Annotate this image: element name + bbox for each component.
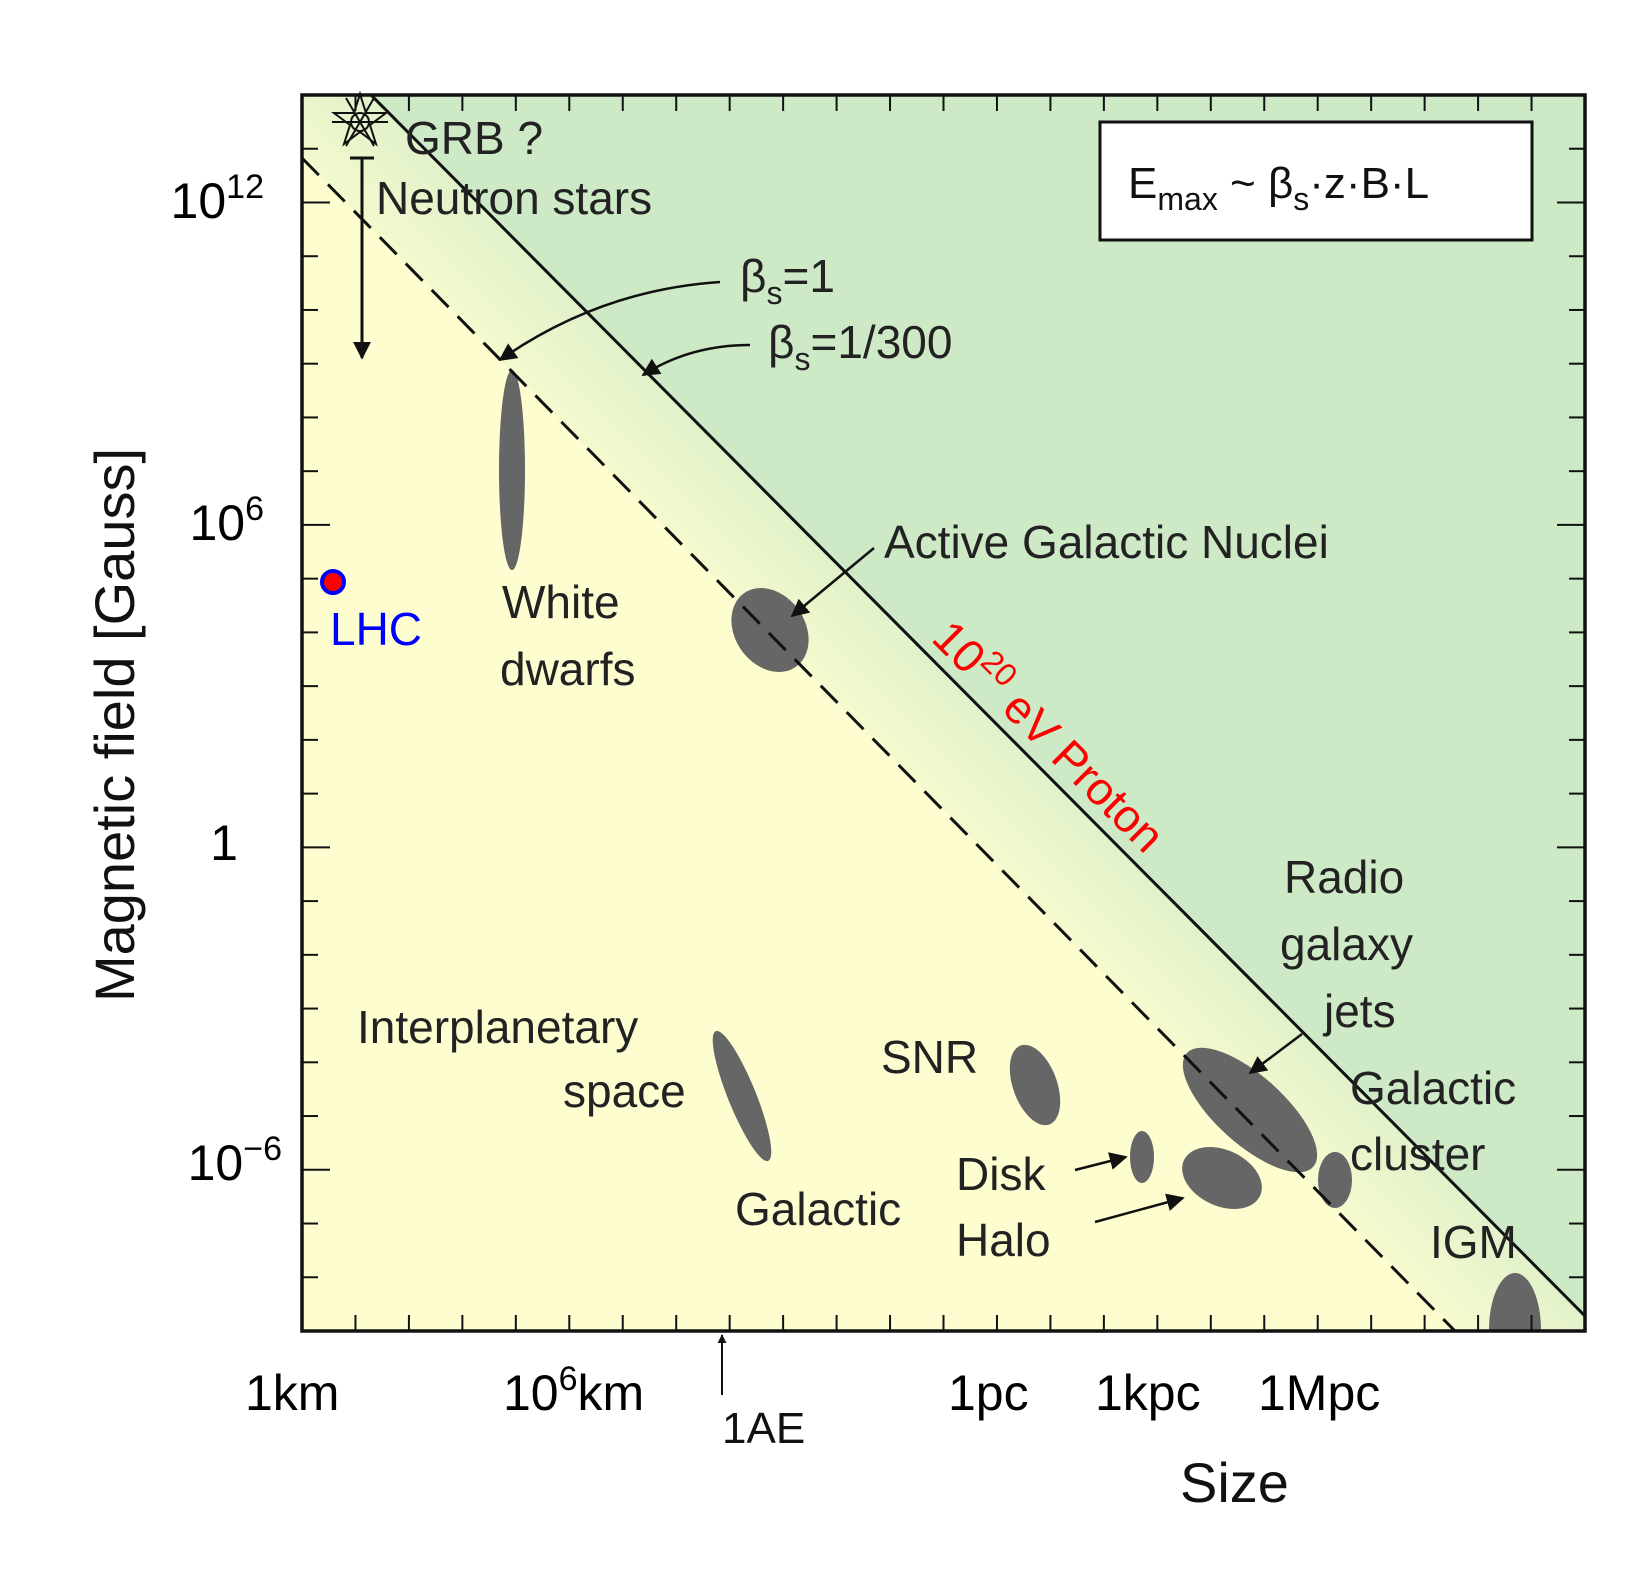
line-beta-1-300 xyxy=(369,95,1585,1318)
y-tick-labels: 1012 106 1 10−6 xyxy=(171,168,282,1191)
y-tick-1e6: 106 xyxy=(189,490,264,551)
label-interplanetary-2: space xyxy=(563,1065,686,1117)
label-lhc: LHC xyxy=(330,603,422,655)
label-cluster-2: cluster xyxy=(1350,1128,1485,1180)
y-tick-1e-6: 10−6 xyxy=(188,1130,282,1191)
x-tick-labels: 1km 106km 1pc 1kpc 1Mpc xyxy=(245,1360,1380,1421)
x-tick-1e6km: 106km xyxy=(503,1360,644,1421)
blob-snr xyxy=(1009,1044,1061,1126)
label-grb: GRB ? xyxy=(405,112,543,164)
x-tick-1km: 1km xyxy=(245,1365,339,1421)
blob-halo xyxy=(1182,1147,1262,1209)
y-tick-1: 1 xyxy=(210,815,238,871)
label-radio-2: galaxy xyxy=(1280,918,1413,970)
blob-radio-jets xyxy=(1182,1047,1318,1173)
label-igm: IGM xyxy=(1430,1216,1517,1268)
label-disk: Disk xyxy=(956,1148,1046,1200)
blob-galactic-cluster xyxy=(1318,1152,1352,1208)
blob-igm xyxy=(1489,1273,1541,1331)
blob-disk xyxy=(1130,1131,1154,1183)
label-halo: Halo xyxy=(956,1214,1051,1266)
label-beta-1: βs=1 xyxy=(740,250,835,311)
label-radio-3: jets xyxy=(1322,985,1396,1037)
label-white-dwarfs-1: White xyxy=(502,576,620,628)
x-tick-1pc: 1pc xyxy=(948,1365,1029,1421)
label-radio-1: Radio xyxy=(1284,851,1404,903)
x-tick-1mpc: 1Mpc xyxy=(1258,1365,1380,1421)
label-agn: Active Galactic Nuclei xyxy=(884,516,1329,568)
arrow-agn xyxy=(790,547,875,618)
label-beta-1-300: βs=1/300 xyxy=(768,316,952,377)
arrow-disk xyxy=(1074,1152,1128,1172)
formula-text: Emax ~ βs·z·B·L xyxy=(1128,159,1429,217)
arrow-beta-1-300 xyxy=(641,343,751,377)
plot-area xyxy=(302,95,1585,1331)
blob-agn xyxy=(731,588,809,672)
arrow-radio-jets xyxy=(1248,1033,1303,1075)
line-beta-1 xyxy=(302,156,1457,1331)
label-interplanetary-1: Interplanetary xyxy=(357,1001,638,1053)
label-cluster-1: Galactic xyxy=(1350,1062,1516,1114)
y-axis-title: Magnetic field [Gauss] xyxy=(83,448,146,1002)
blob-white-dwarfs xyxy=(499,370,525,570)
blob-interplanetary xyxy=(712,1030,772,1162)
label-1ae: 1AE xyxy=(722,1404,805,1453)
label-neutron-stars: Neutron stars xyxy=(376,172,652,224)
region-band xyxy=(302,95,1585,1331)
axis-ticks xyxy=(302,94,1585,1332)
formula-box xyxy=(1098,120,1534,242)
label-galactic: Galactic xyxy=(735,1183,901,1235)
arrow-beta-1 xyxy=(498,280,721,362)
label-snr: SNR xyxy=(881,1031,978,1083)
label-white-dwarfs-2: dwarfs xyxy=(500,643,635,695)
y-tick-1e12: 1012 xyxy=(171,168,264,229)
x-axis-title: Size xyxy=(1180,1451,1289,1514)
x-tick-1kpc: 1kpc xyxy=(1095,1365,1201,1421)
arrow-halo xyxy=(1094,1193,1185,1224)
marker-lhc xyxy=(320,569,346,595)
grb-star-icon xyxy=(331,90,389,147)
